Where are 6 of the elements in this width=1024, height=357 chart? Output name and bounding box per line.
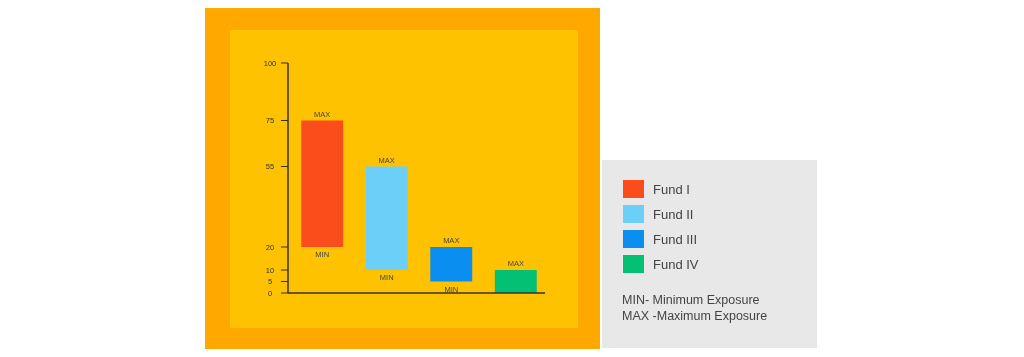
text: MAX -Maximum Exposure — [622, 309, 768, 324]
text: MIN- Minimum Exposure — [622, 293, 760, 308]
legend-label: Fund II — [653, 206, 694, 222]
legend-label: Fund IV — [653, 256, 699, 272]
legend-label: Fund I — [653, 181, 690, 197]
legend-label: Fund III — [653, 231, 698, 247]
